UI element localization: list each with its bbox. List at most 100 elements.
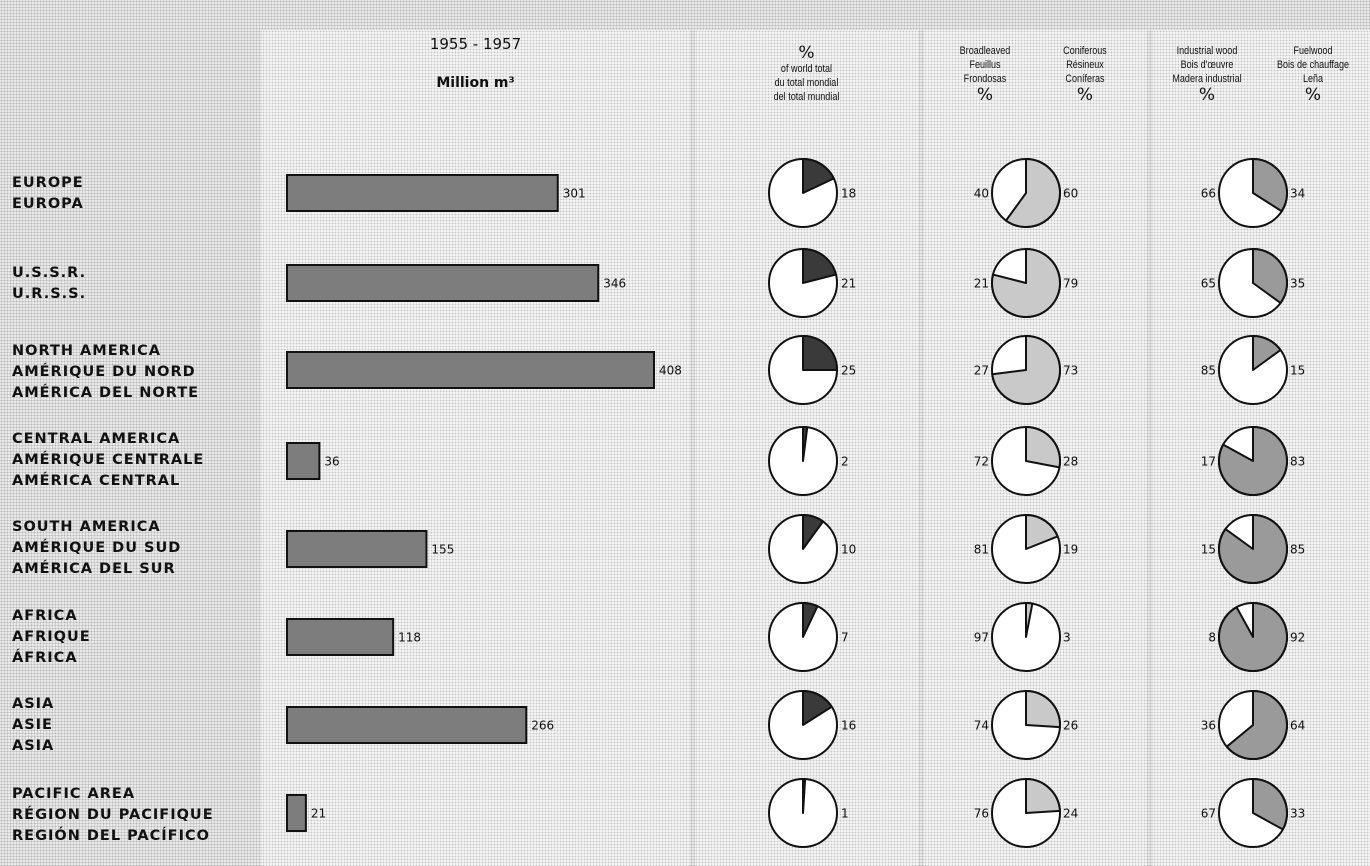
use-right-value-north-america: 15: [1290, 364, 1305, 378]
species-left-value-south-america: 81: [974, 543, 989, 557]
bar-value-central-america: 36: [324, 455, 339, 469]
use-right-value-u-s-s-r: 35: [1290, 277, 1305, 291]
broadleaved-label-fr: Feuillus: [969, 59, 1001, 71]
use-pie-slice-south-america: [1218, 514, 1288, 584]
industrial-label-en: Industrial wood: [1176, 45, 1238, 57]
world-share-label-fr: du total mondial: [774, 77, 839, 89]
use-pie-slice-africa: [1218, 602, 1288, 672]
species-left-value-asia: 74: [974, 719, 989, 733]
region-label-pacific: PACIFIC AREA RÉGION DU PACIFIQUE REGIÓN …: [12, 786, 214, 844]
broadleaved-label-es: Frondosas: [963, 73, 1007, 85]
species-pie-slice-europe: [1005, 158, 1061, 228]
broadleaved-header: Broadleaved Feuillus Frondosas %: [935, 44, 1035, 104]
species-left-value-north-america: 27: [974, 364, 989, 378]
use-right-value-south-america: 85: [1290, 543, 1305, 557]
world-pie-slice-pacific-area: [802, 778, 807, 814]
world-share-label-es: del total mundial: [773, 91, 840, 103]
bar-u-s-s-r: [286, 264, 600, 302]
world-value-north-america: 25: [841, 364, 856, 378]
bar-europe: [286, 174, 559, 212]
species-pie-slice-south-america: [1025, 514, 1059, 550]
world-value-south-america: 10: [841, 543, 856, 557]
bar-asia: [286, 706, 528, 744]
world-share-header: % of world total du total mondial del to…: [695, 44, 918, 104]
bar-chart-unit: Million m³: [436, 75, 515, 91]
species-left-value-u-s-s-r: 21: [974, 277, 989, 291]
bar-africa: [286, 618, 395, 656]
bar-central-america: [286, 442, 321, 480]
industrial-percent-symbol: %: [1198, 85, 1216, 105]
world-pie-slice-asia: [802, 690, 833, 726]
fuelwood-label-es: Leña: [1302, 73, 1324, 85]
broadleaved-percent-symbol: %: [976, 85, 994, 105]
world-share-percent-symbol: %: [798, 43, 815, 63]
world-value-asia: 16: [841, 719, 856, 733]
use-right-value-pacific-area: 33: [1290, 807, 1305, 821]
use-left-value-u-s-s-r: 65: [1201, 277, 1216, 291]
species-pie-slice-north-america: [991, 335, 1061, 405]
broadleaved-label-en: Broadleaved: [959, 45, 1011, 57]
use-left-value-europe: 66: [1201, 187, 1216, 201]
use-left-value-central-america: 17: [1201, 455, 1216, 469]
use-pie-slice-asia: [1225, 690, 1288, 760]
world-pie-slice-central-america: [802, 426, 809, 462]
fuelwood-percent-symbol: %: [1304, 85, 1322, 105]
world-value-central-america: 2: [841, 455, 849, 469]
world-pie-slice-north-america: [802, 335, 838, 371]
coniferous-label-es: Coníferas: [1065, 73, 1105, 85]
use-right-value-central-america: 83: [1290, 455, 1305, 469]
region-label-europe: EUROPE EUROPA: [12, 175, 84, 212]
bar-value-pacific-area: 21: [311, 807, 326, 821]
species-right-value-north-america: 73: [1063, 364, 1078, 378]
use-pie-slice-central-america: [1218, 426, 1288, 496]
species-right-value-central-america: 28: [1063, 455, 1078, 469]
use-pie-slice-u-s-s-r: [1252, 248, 1288, 304]
industrial-label-fr: Bois d'œuvre: [1180, 59, 1234, 71]
region-label-ussr: U.S.S.R. U.R.S.S.: [12, 265, 87, 302]
bar-value-south-america: 155: [431, 543, 454, 557]
use-right-value-europe: 34: [1290, 187, 1305, 201]
use-left-value-north-america: 85: [1201, 364, 1216, 378]
bar-value-u-s-s-r: 346: [603, 277, 626, 291]
species-left-value-africa: 97: [974, 631, 989, 645]
region-label-central-america: CENTRAL AMERICA AMÉRIQUE CENTRALE AMÉRIC…: [12, 431, 205, 489]
bar-north-america: [286, 351, 655, 389]
species-right-value-south-america: 19: [1063, 543, 1078, 557]
species-pie-slice-pacific-area: [1025, 778, 1061, 814]
species-pie-slice-africa: [1025, 601, 1034, 638]
coniferous-header: Coniferous Résineux Coníferas %: [1035, 44, 1135, 104]
world-share-label-en: of world total: [780, 63, 833, 75]
species-pie-slice-u-s-s-r: [991, 248, 1061, 318]
bar-pacific-area: [286, 794, 307, 832]
bar-value-north-america: 408: [659, 364, 682, 378]
use-pie-slice-pacific-area: [1252, 778, 1288, 831]
species-left-value-europe: 40: [974, 187, 989, 201]
industrial-header: Industrial wood Bois d'œuvre Madera indu…: [1155, 44, 1259, 104]
use-pie-slice-north-america: [1252, 335, 1282, 371]
species-pie-slice-asia: [1025, 690, 1061, 729]
use-right-value-asia: 64: [1290, 719, 1305, 733]
species-right-value-u-s-s-r: 79: [1063, 277, 1078, 291]
world-pie-slice-europe: [802, 158, 835, 194]
region-label-asia: ASIA ASIE ASIA: [12, 696, 55, 754]
coniferous-label-en: Coniferous: [1063, 45, 1107, 57]
world-value-africa: 7: [841, 631, 849, 645]
species-right-value-africa: 3: [1063, 631, 1071, 645]
bar-value-africa: 118: [398, 631, 421, 645]
use-left-value-africa: 8: [1208, 631, 1216, 645]
bar-south-america: [286, 530, 428, 568]
species-left-value-central-america: 72: [974, 455, 989, 469]
bar-value-europe: 301: [563, 187, 586, 201]
world-pie-slice-africa: [802, 602, 819, 638]
species-right-value-europe: 60: [1063, 187, 1078, 201]
region-label-north-america: NORTH AMERICA AMÉRIQUE DU NORD AMÉRICA D…: [12, 343, 200, 401]
coniferous-percent-symbol: %: [1076, 85, 1094, 105]
use-left-value-pacific-area: 67: [1201, 807, 1216, 821]
species-right-value-asia: 26: [1063, 719, 1078, 733]
world-value-pacific-area: 1: [841, 807, 849, 821]
fuelwood-label-en: Fuelwood: [1293, 45, 1333, 57]
fuelwood-label-fr: Bois de chauffage: [1276, 59, 1350, 71]
region-label-africa: AFRICA AFRIQUE ÁFRICA: [12, 608, 91, 666]
world-pie-slice-u-s-s-r: [802, 248, 837, 284]
